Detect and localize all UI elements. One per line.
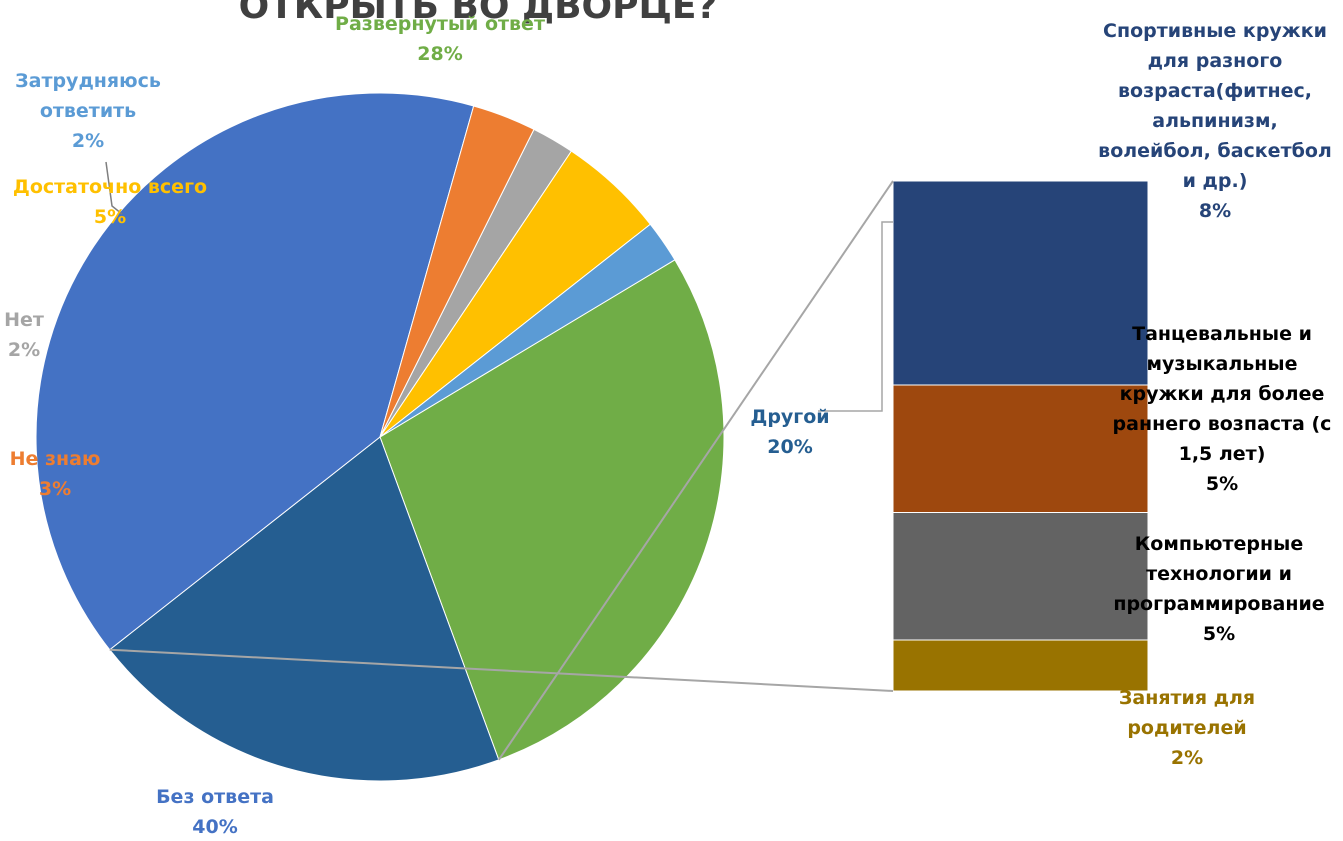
data-label-развернутый-ответ-text-line: Развернутый ответ xyxy=(335,13,545,35)
chart-title: ОТКРЫТЬ ВО ДВОРЦЕ? xyxy=(239,0,718,27)
data-label-танцевальные-и: Танцевальные и музыкальные кружки для боле… xyxy=(1113,323,1332,495)
data-label-занятия-для-percent: 2% xyxy=(1171,747,1203,769)
data-label-занятия-для-text-line: Занятия для xyxy=(1119,687,1255,709)
pie-slice-развернутый-ответ xyxy=(379,259,725,761)
data-label-компьютерные-text-line: программирование xyxy=(1113,593,1324,615)
data-label-достаточно-всего: Достаточно всего 5% xyxy=(13,176,207,228)
data-label-спортивные-кружки-text-line: альпинизм, xyxy=(1152,110,1277,132)
data-label-без-ответа-text-line: Без ответа xyxy=(156,786,274,808)
bar-segment-компьютерные xyxy=(892,512,1149,641)
data-label-затрудняюсь-ответить-text-line: ответить xyxy=(40,100,136,122)
data-label-спортивные-кружки-text-line: возраста(фитнес, xyxy=(1118,80,1312,102)
pie-slice-без-ответа xyxy=(35,92,475,651)
data-label-не-знаю: Не знаю 3% xyxy=(10,448,101,500)
data-label-компьютерные: Компьютерные технологии и программирование… xyxy=(1113,533,1324,645)
data-label-спортивные-кружки-percent: 8% xyxy=(1199,200,1231,222)
data-label-без-ответа-percent: 40% xyxy=(192,816,237,838)
data-label-танцевальные-и-text-line: кружки для более xyxy=(1120,383,1325,405)
data-label-развернутый-ответ: Развернутый ответ 28% xyxy=(335,13,545,65)
data-label-нет-text-line: Нет xyxy=(4,309,44,331)
data-label-спортивные-кружки-text-line: Спортивные кружки xyxy=(1103,20,1327,42)
data-label-занятия-для-text-line: родителей xyxy=(1127,717,1246,739)
data-label-затрудняюсь-ответить-text-line: Затрудняюсь xyxy=(15,70,161,92)
leader-line xyxy=(105,161,123,215)
bar-segment-танцевальные-и xyxy=(892,384,1149,513)
data-label-спортивные-кружки-text-line: для разного xyxy=(1148,50,1283,72)
data-label-танцевальные-и-text-line: музыкальные xyxy=(1147,353,1298,375)
data-label-занятия-для: Занятия для родителей 2% xyxy=(1119,687,1255,769)
data-label-другой-text-line: Другой xyxy=(750,406,829,428)
data-label-не-знаю-text-line: Не знаю xyxy=(10,448,101,470)
breakout-bar xyxy=(892,180,1149,692)
data-labels: Развернутый ответ 28% Другой 20% Без ответа 4… xyxy=(4,13,1332,838)
data-label-спортивные-кружки: Спортивные кружки для разного возраста(фит… xyxy=(1098,20,1332,222)
data-label-компьютерные-percent: 5% xyxy=(1203,623,1235,645)
bar-segment-спортивные-кружки xyxy=(892,180,1149,386)
data-label-компьютерные-text-line: технологии и xyxy=(1146,563,1292,585)
data-label-нет: Нет 2% xyxy=(4,309,44,361)
data-label-другой: Другой 20% xyxy=(750,406,829,458)
data-label-без-ответа: Без ответа 40% xyxy=(156,786,274,838)
data-label-затрудняюсь-ответить-percent: 2% xyxy=(72,130,104,152)
connector-lines xyxy=(105,161,894,761)
pie-slice-затрудняюсь-ответить xyxy=(379,223,676,438)
pie-slices xyxy=(35,92,725,782)
data-label-танцевальные-и-text-line: раннего возпаста (с xyxy=(1113,413,1332,435)
connector-line-bottom xyxy=(109,648,894,692)
pie-slice-другой xyxy=(108,436,500,782)
data-label-не-знаю-percent: 3% xyxy=(39,478,71,500)
leader-line-other xyxy=(818,221,893,412)
data-label-другой-percent: 20% xyxy=(767,436,812,458)
connector-line-top xyxy=(497,180,894,761)
data-label-развернутый-ответ-percent: 28% xyxy=(417,43,462,65)
data-label-нет-percent: 2% xyxy=(8,339,40,361)
data-label-спортивные-кружки-text-line: и др.) xyxy=(1183,170,1248,192)
data-label-затрудняюсь-ответить: Затрудняюсь ответить 2% xyxy=(15,70,161,152)
data-label-спортивные-кружки-text-line: волейбол, баскетбол xyxy=(1098,140,1332,162)
data-label-достаточно-всего-text-line: Достаточно всего xyxy=(13,176,207,198)
data-label-танцевальные-и-percent: 5% xyxy=(1206,473,1238,495)
data-label-компьютерные-text-line: Компьютерные xyxy=(1135,533,1303,555)
data-label-танцевальные-и-text-line: Танцевальные и xyxy=(1132,323,1312,345)
bar-segment-занятия-для xyxy=(892,639,1149,692)
data-label-достаточно-всего-percent: 5% xyxy=(94,206,126,228)
data-label-танцевальные-и-text-line: 1,5 лет) xyxy=(1179,443,1266,465)
